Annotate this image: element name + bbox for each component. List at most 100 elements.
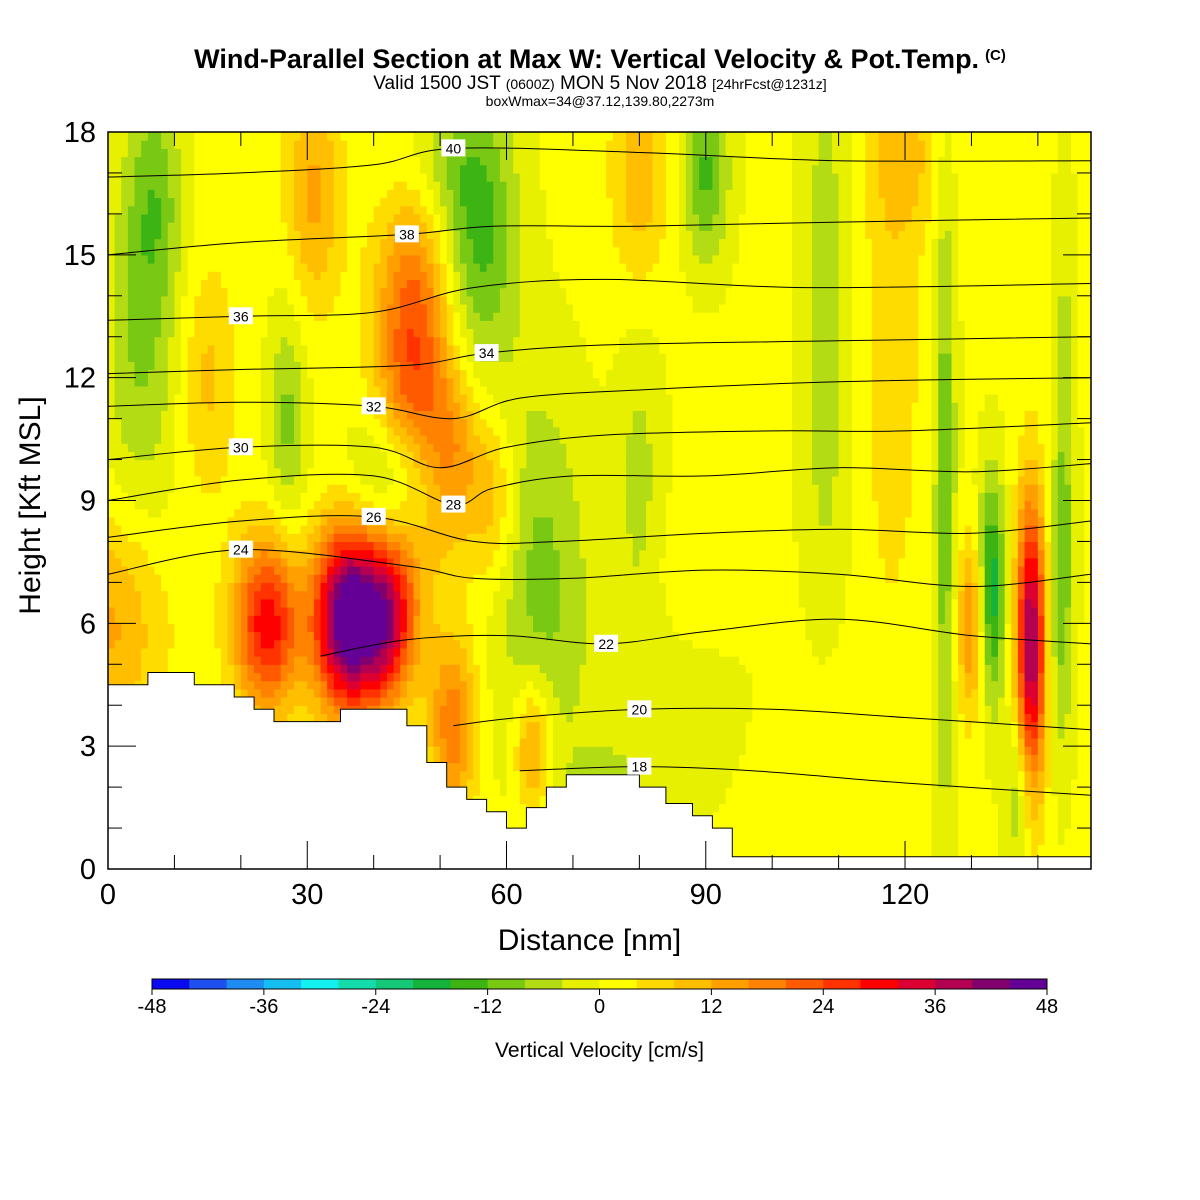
- w-cell: [440, 672, 448, 682]
- w-cell: [367, 361, 375, 371]
- w-cell: [320, 222, 328, 231]
- w-cell: [360, 500, 368, 510]
- w-cell: [400, 557, 408, 567]
- w-cell: [460, 369, 468, 379]
- w-cell: [147, 295, 156, 305]
- w-cell: [174, 582, 182, 592]
- w-cell: [194, 222, 202, 231]
- w-cell: [280, 254, 288, 264]
- w-cell: [108, 312, 116, 321]
- w-cell: [141, 647, 149, 657]
- w-cell: [214, 246, 222, 256]
- w-cell: [254, 541, 262, 551]
- w-cell: [174, 606, 182, 616]
- w-cell: [440, 680, 448, 690]
- w-cell: [121, 140, 129, 149]
- w-cell: [440, 656, 448, 665]
- w-cell: [254, 525, 262, 534]
- w-cell: [446, 279, 454, 289]
- w-cell: [240, 402, 249, 412]
- w-cell: [293, 320, 302, 330]
- w-cell: [280, 181, 288, 190]
- w-cell: [380, 295, 388, 305]
- w-cell: [220, 279, 229, 289]
- w-cell: [406, 426, 415, 436]
- w-cell: [141, 320, 149, 330]
- w-cell: [227, 377, 235, 387]
- w-cell: [214, 238, 222, 248]
- w-cell: [466, 467, 474, 477]
- w-cell: [433, 664, 441, 674]
- w-cell: [440, 746, 448, 755]
- w-cell: [413, 443, 421, 452]
- w-cell: [181, 287, 189, 297]
- w-cell: [413, 647, 421, 657]
- w-cell: [400, 377, 408, 387]
- w-cell: [440, 312, 448, 321]
- w-cell: [327, 705, 335, 715]
- w-cell: [167, 639, 176, 649]
- w-cell: [373, 344, 381, 354]
- w-cell: [466, 156, 474, 166]
- w-cell: [254, 647, 262, 657]
- w-cell: [147, 606, 156, 616]
- w-cell: [240, 213, 249, 223]
- w-cell: [200, 344, 209, 354]
- w-cell: [466, 197, 474, 207]
- w-cell: [466, 377, 474, 387]
- w-cell: [247, 467, 255, 477]
- w-cell: [247, 672, 255, 682]
- w-cell: [446, 541, 454, 551]
- w-cell: [181, 557, 189, 567]
- w-cell: [167, 492, 176, 502]
- w-cell: [293, 353, 302, 362]
- w-cell: [320, 713, 328, 723]
- w-cell: [433, 557, 441, 567]
- w-cell: [114, 615, 122, 624]
- w-cell: [320, 467, 328, 477]
- w-cell: [174, 410, 182, 420]
- w-cell: [426, 238, 435, 248]
- w-cell: [466, 320, 474, 330]
- w-cell: [393, 279, 401, 289]
- w-cell: [274, 377, 282, 387]
- w-cell: [300, 254, 308, 264]
- w-cell: [380, 500, 388, 510]
- w-cell: [440, 566, 448, 575]
- w-cell: [260, 287, 268, 297]
- w-cell: [108, 271, 116, 280]
- w-cell: [127, 189, 136, 199]
- w-cell: [260, 639, 268, 649]
- w-cell: [360, 361, 368, 371]
- w-cell: [446, 566, 454, 575]
- w-cell: [260, 631, 268, 641]
- w-cell: [280, 606, 288, 616]
- w-cell: [373, 451, 381, 461]
- w-cell: [154, 279, 162, 289]
- w-cell: [254, 697, 262, 706]
- w-cell: [167, 197, 176, 207]
- w-cell: [167, 213, 176, 223]
- w-cell: [220, 295, 229, 305]
- w-cell: [373, 664, 381, 674]
- w-cell: [274, 516, 282, 526]
- w-cell: [440, 688, 448, 698]
- w-cell: [154, 172, 162, 182]
- w-cell: [161, 287, 169, 297]
- w-cell: [353, 336, 361, 346]
- w-cell: [214, 582, 222, 592]
- w-cell: [108, 475, 116, 485]
- w-cell: [406, 492, 415, 502]
- w-cell: [108, 238, 116, 248]
- w-cell: [167, 148, 176, 158]
- w-cell: [114, 230, 122, 240]
- w-cell: [194, 631, 202, 641]
- w-cell: [347, 189, 355, 199]
- w-cell: [234, 271, 242, 280]
- w-cell: [127, 623, 136, 633]
- w-cell: [367, 377, 375, 387]
- w-cell: [267, 615, 275, 624]
- w-cell: [327, 271, 335, 280]
- w-cell: [280, 132, 288, 141]
- w-cell: [214, 254, 222, 264]
